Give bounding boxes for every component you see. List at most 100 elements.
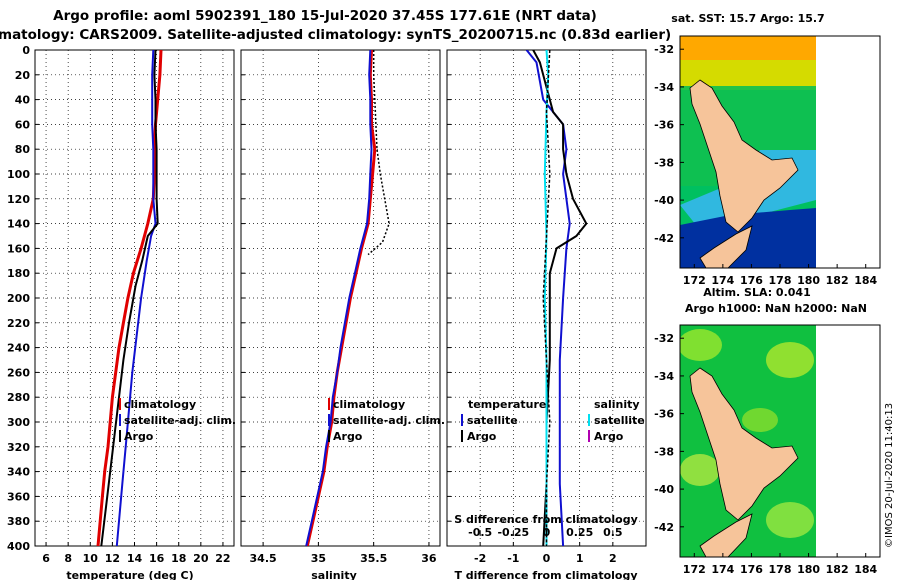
map-y-tick-label: -34 xyxy=(654,81,674,94)
x-tick-label: 2 xyxy=(609,552,617,565)
sla-map-title-2: Argo h1000: NaN h2000: NaN xyxy=(685,302,867,315)
y-tick-label: 180 xyxy=(7,267,30,280)
salinity-xlabel: salinity xyxy=(311,569,357,580)
sla-anomaly xyxy=(680,329,722,361)
legend-argo: Argo xyxy=(333,430,363,443)
legend-s-satellite: satellite xyxy=(594,414,645,427)
salinity-legend: climatology satellite-adj. clim. Argo xyxy=(328,398,445,443)
map-y-tick-label: -40 xyxy=(654,194,674,207)
map-y-tick-label: -36 xyxy=(654,119,674,132)
plot-frame xyxy=(240,49,441,547)
sst-map-title: sat. SST: 15.7 Argo: 15.7 xyxy=(671,12,824,25)
series-climatology xyxy=(305,50,377,546)
series-satellite-adj-clim- xyxy=(305,50,373,546)
y-tick-label: 80 xyxy=(15,143,31,156)
map-x-tick-label: 176 xyxy=(740,274,763,287)
legend-t-argo: Argo xyxy=(467,430,497,443)
s-difference-label: S difference from climatology xyxy=(454,513,638,526)
s-difference-ticks: -0.5 -0.25 0 0.25 0.5 xyxy=(468,526,622,539)
s-diff-tick-label: 0.25 xyxy=(566,526,593,539)
map-y-tick-label: -36 xyxy=(654,408,674,421)
y-tick-label: 240 xyxy=(7,342,30,355)
map-x-tick-label: 178 xyxy=(769,563,792,576)
sla-map-title-1: Altim. SLA: 0.041 xyxy=(703,286,810,299)
x-tick-label: 18 xyxy=(171,552,186,565)
series-s-argo xyxy=(542,50,551,546)
series-group xyxy=(305,50,390,546)
sla-anomaly xyxy=(766,342,814,378)
map-x-tick-label: 174 xyxy=(711,563,734,576)
s-diff-tick-label: 0 xyxy=(543,526,551,539)
y-tick-label: 340 xyxy=(7,466,30,479)
x-tick-label: 8 xyxy=(64,552,72,565)
x-tick-label: -2 xyxy=(474,552,486,565)
map-y-tick-label: -40 xyxy=(654,483,674,496)
legend-temperature-title: temperature xyxy=(468,398,546,411)
legend-t-satellite: satellite xyxy=(467,414,518,427)
map-y-tick-label: -32 xyxy=(654,332,674,345)
map-y-tick-label: -42 xyxy=(654,521,674,534)
s-diff-tick-label: 0.5 xyxy=(603,526,623,539)
x-tick-label: 0 xyxy=(543,552,551,565)
sla-map xyxy=(679,324,881,558)
map-x-tick-label: 182 xyxy=(826,563,849,576)
legend-climatology: climatology xyxy=(124,398,196,411)
x-tick-label: 12 xyxy=(105,552,120,565)
y-tick-label: 160 xyxy=(7,242,30,255)
sst-map xyxy=(679,35,881,269)
map-y-tick-label: -34 xyxy=(654,370,674,383)
series-group xyxy=(525,50,588,546)
map-y-tick-label: -38 xyxy=(654,156,674,169)
sst-no-data xyxy=(816,36,880,268)
y-tick-label: 140 xyxy=(7,218,30,231)
sla-south-island xyxy=(699,513,753,557)
sla-anomaly xyxy=(742,408,778,432)
map-x-tick-label: 172 xyxy=(683,563,706,576)
map-y-tick-label: -32 xyxy=(654,43,674,56)
y-tick-label: 280 xyxy=(7,391,30,404)
y-tick-label: 20 xyxy=(15,69,31,82)
temperature-panel: 6 8 10 12 14 16 18 20 22020406080100120140160180… xyxy=(7,44,235,565)
title-line-2: Climatology: CARS2009. Satellite-adjuste… xyxy=(0,27,671,43)
sst-north-island xyxy=(689,79,799,233)
x-tick-label: 10 xyxy=(83,552,99,565)
y-tick-label: 400 xyxy=(7,540,30,553)
series-argo xyxy=(100,50,159,546)
y-tick-label: 320 xyxy=(7,441,30,454)
map-x-tick-label: 180 xyxy=(797,274,820,287)
series-s-satellite xyxy=(543,50,550,546)
temperature-legend: climatology satellite-adj. clim. Argo xyxy=(119,398,236,443)
x-tick-label: 6 xyxy=(42,552,50,565)
series-t-argo xyxy=(532,50,588,546)
copyright: ©IMOS 20-Jul-2020 11:40:13 xyxy=(884,403,895,548)
y-tick-label: 380 xyxy=(7,515,30,528)
x-tick-label: 35.5 xyxy=(360,552,387,565)
legend-argo: Argo xyxy=(124,430,154,443)
map-y-tick-label: -38 xyxy=(654,445,674,458)
sst-map-axes: 172 174 176 178 180 182 184 -32 -34 -36 -38 -40 -42 xyxy=(654,43,877,287)
map-y-tick-label: -42 xyxy=(654,232,674,245)
y-tick-label: 100 xyxy=(7,168,30,181)
map-x-tick-label: 172 xyxy=(683,274,706,287)
salinity-panel: 34.5 35 35.5 36 xyxy=(240,49,441,565)
y-tick-label: 220 xyxy=(7,317,30,330)
s-diff-tick-label: -0.5 xyxy=(468,526,492,539)
y-tick-label: 40 xyxy=(15,94,31,107)
x-tick-label: -1 xyxy=(507,552,519,565)
title-line-1: Argo profile: aoml 5902391_180 15-Jul-20… xyxy=(53,8,597,24)
y-tick-label: 0 xyxy=(22,44,30,57)
sla-anomaly xyxy=(680,454,720,486)
legend-climatology: climatology xyxy=(333,398,405,411)
map-x-tick-label: 184 xyxy=(854,274,877,287)
x-tick-label: 20 xyxy=(193,552,209,565)
sla-no-data xyxy=(816,325,880,557)
difference-xlabel: T difference from climatology xyxy=(454,569,637,580)
y-tick-label: 300 xyxy=(7,416,30,429)
difference-panel: -2 -1 0 1 2 xyxy=(446,49,647,565)
map-x-tick-label: 184 xyxy=(854,563,877,576)
difference-legend: temperature salinity satellite Argo sate… xyxy=(461,398,645,443)
series-argo xyxy=(367,50,390,256)
legend-salinity-title: salinity xyxy=(594,398,640,411)
legend-s-argo: Argo xyxy=(594,430,624,443)
